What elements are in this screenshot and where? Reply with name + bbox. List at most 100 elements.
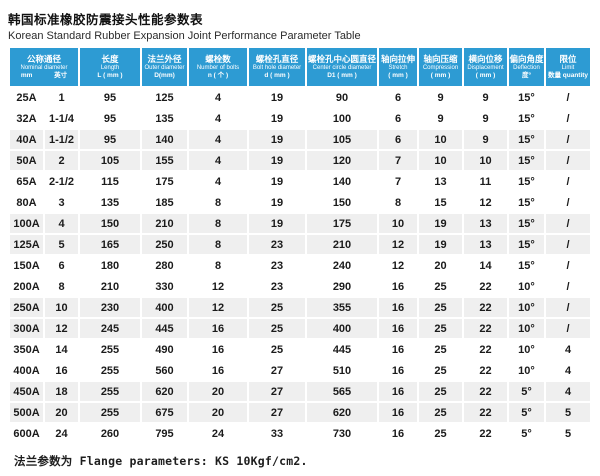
- table-cell: 7: [379, 151, 417, 170]
- table-cell: 12: [189, 298, 247, 317]
- header-cell-6: 轴向拉伸 Stretch( mm ): [379, 48, 417, 86]
- table-cell: 8: [189, 193, 247, 212]
- table-row: 125A 5 165 250 8 23 210 12 19 13 15° /: [10, 235, 590, 254]
- cell-nominal-diameter: 400A: [10, 361, 43, 380]
- header-label-zh: 公称通径: [26, 53, 61, 64]
- table-cell: 5°: [509, 382, 544, 401]
- table-cell: 33: [249, 424, 305, 443]
- header-unit: D1 ( mm ): [327, 72, 357, 79]
- table-cell: /: [546, 298, 590, 317]
- header-label-en: Stretch: [388, 64, 408, 71]
- table-cell: 105: [80, 151, 140, 170]
- page-title-en: Korean Standard Rubber Expansion Joint P…: [8, 30, 361, 42]
- flange-parameters-note: 法兰参数为 Flange parameters: KS 10Kgf/cm2.: [14, 454, 308, 468]
- header-unit: ( mm ): [475, 72, 496, 79]
- table-cell: 140: [142, 130, 187, 149]
- cell-nominal-diameter: 250A: [10, 298, 43, 317]
- table-cell: 240: [307, 256, 377, 275]
- table-cell: 15°: [509, 256, 544, 275]
- table-cell: 20: [189, 382, 247, 401]
- header-unit: n ( 个 ): [207, 72, 229, 79]
- table-cell: 16: [189, 361, 247, 380]
- table-cell: 16: [379, 403, 417, 422]
- parameter-table: 公称通径 Nominal diameter mm 英寸 长度 Length L ( mm )…: [8, 46, 592, 445]
- table-cell: 620: [307, 403, 377, 422]
- table-cell: 8: [379, 193, 417, 212]
- table-cell: 10°: [509, 340, 544, 359]
- table-cell: 25: [419, 424, 462, 443]
- header-cell-8: 横向位移 Displacement( mm ): [464, 48, 507, 86]
- page-title-zh: 韩国标准橡胶防震接头性能参数表: [8, 13, 204, 27]
- table-cell: 20: [419, 256, 462, 275]
- table-cell: 14: [45, 340, 78, 359]
- table-cell: 90: [307, 88, 377, 107]
- table-cell: /: [546, 172, 590, 191]
- table-cell: 27: [249, 382, 305, 401]
- table-cell: 185: [142, 193, 187, 212]
- table-cell: 16: [379, 277, 417, 296]
- header-label-zh: 轴向拉伸: [380, 53, 415, 64]
- header-label-en: Limit: [561, 64, 575, 71]
- table-row: 500A 20 255 675 20 27 620 16 25 22 5° 5: [10, 403, 590, 422]
- table-cell: 255: [80, 403, 140, 422]
- table-cell: 255: [80, 340, 140, 359]
- table-cell: /: [546, 256, 590, 275]
- table-cell: 1-1/2: [45, 130, 78, 149]
- header-cell-5: 螺栓孔中心圆直径 Center circle diameter D1 ( mm ): [307, 48, 377, 86]
- table-cell: 565: [307, 382, 377, 401]
- table-cell: 15°: [509, 172, 544, 191]
- table-cell: 25: [249, 298, 305, 317]
- table-cell: 95: [80, 130, 140, 149]
- cell-nominal-diameter: 200A: [10, 277, 43, 296]
- table-cell: 4: [45, 214, 78, 233]
- header-label-zh: 法兰外径: [147, 53, 182, 64]
- table-cell: 15°: [509, 130, 544, 149]
- table-cell: 19: [249, 88, 305, 107]
- cell-nominal-diameter: 450A: [10, 382, 43, 401]
- cell-nominal-diameter: 600A: [10, 424, 43, 443]
- table-cell: 5°: [509, 424, 544, 443]
- cell-nominal-diameter: 300A: [10, 319, 43, 338]
- table-cell: 16: [379, 424, 417, 443]
- table-cell: 15°: [509, 151, 544, 170]
- table-cell: /: [546, 319, 590, 338]
- table-cell: 165: [80, 235, 140, 254]
- header-label-en: Compression: [422, 64, 459, 71]
- table-cell: 6: [379, 109, 417, 128]
- table-cell: 23: [249, 277, 305, 296]
- table-cell: 19: [249, 151, 305, 170]
- table-row: 40A 1-1/2 95 140 4 19 105 6 10 9 15° /: [10, 130, 590, 149]
- cell-nominal-diameter: 100A: [10, 214, 43, 233]
- table-cell: 560: [142, 361, 187, 380]
- header-label-en: Length: [100, 64, 120, 71]
- table-cell: 25: [419, 403, 462, 422]
- table-cell: 16: [45, 361, 78, 380]
- header-label-en: Outer diameter: [144, 64, 185, 71]
- table-cell: 15°: [509, 109, 544, 128]
- table-cell: 1: [45, 88, 78, 107]
- header-label-zh: 限位: [559, 53, 577, 64]
- table-row: 80A 3 135 185 8 19 150 8 15 12 15° /: [10, 193, 590, 212]
- table-cell: /: [546, 109, 590, 128]
- table-row: 32A 1-1/4 95 135 4 19 100 6 9 9 15° /: [10, 109, 590, 128]
- table-cell: 4: [546, 340, 590, 359]
- table-row: 150A 6 180 280 8 23 240 12 20 14 15° /: [10, 256, 590, 275]
- header-label-en: Nominal diameter: [20, 64, 68, 71]
- cell-nominal-diameter: 500A: [10, 403, 43, 422]
- table-cell: 25: [419, 319, 462, 338]
- table-cell: 260: [80, 424, 140, 443]
- table-cell: 19: [419, 214, 462, 233]
- table-cell: 25: [419, 340, 462, 359]
- table-cell: 490: [142, 340, 187, 359]
- table-cell: 16: [379, 319, 417, 338]
- table-cell: 16: [189, 340, 247, 359]
- table-header: 公称通径 Nominal diameter mm 英寸 长度 Length L ( mm )…: [10, 48, 590, 86]
- header-unit: ( mm ): [388, 72, 408, 79]
- table-cell: 19: [249, 130, 305, 149]
- table-cell: 12: [379, 256, 417, 275]
- table-cell: 8: [189, 256, 247, 275]
- table-body: 25A 1 95 125 4 19 90 6 9 9 15°/ 32A 1-1/4 95 135 4 19 100…: [10, 88, 590, 443]
- cell-nominal-diameter: 125A: [10, 235, 43, 254]
- table-row: 25A 1 95 125 4 19 90 6 9 9 15° /: [10, 88, 590, 107]
- table-cell: 730: [307, 424, 377, 443]
